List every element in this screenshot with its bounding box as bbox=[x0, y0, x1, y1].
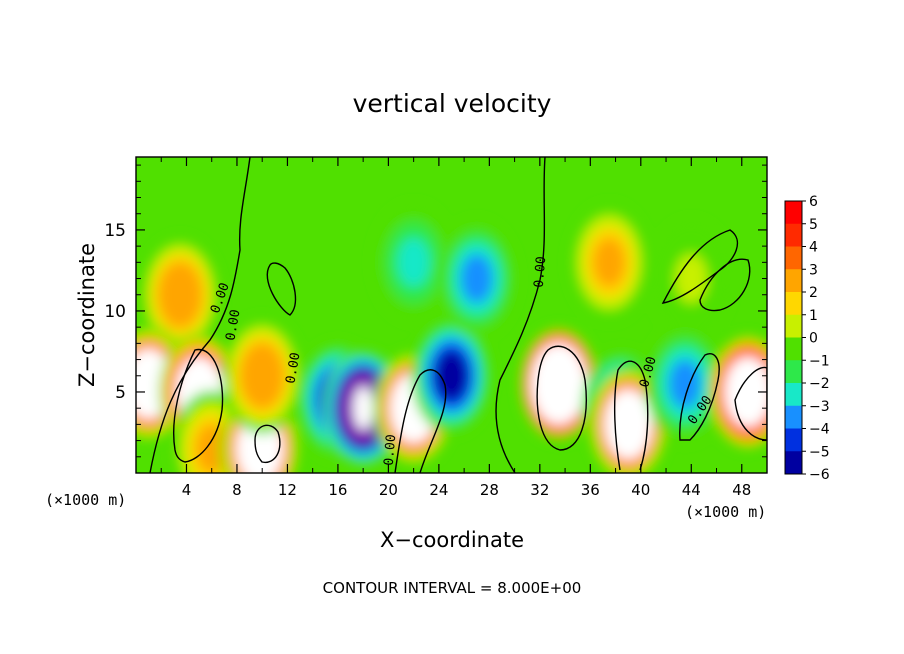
velocity-field: 0.000.000.000.000.000.000.00 bbox=[136, 157, 767, 473]
contour-label: 0.00 bbox=[283, 351, 303, 384]
field-blob bbox=[164, 270, 197, 320]
zero-contour-line bbox=[734, 366, 767, 441]
colorbar-label: −2 bbox=[809, 376, 830, 392]
colorbar-segment bbox=[785, 292, 802, 316]
x-tick-label: 48 bbox=[732, 481, 751, 499]
field-blob bbox=[397, 237, 430, 287]
zero-contour-line bbox=[266, 262, 297, 316]
y-tick-label: 15 bbox=[104, 221, 126, 241]
colorbar-segment bbox=[785, 337, 802, 361]
zero-contour-line bbox=[679, 353, 720, 441]
colorbar-label: −4 bbox=[809, 422, 830, 438]
field-blob bbox=[668, 359, 701, 409]
y-axis-label: Z−coordinate bbox=[75, 243, 99, 387]
chart-title: vertical velocity bbox=[353, 89, 552, 118]
x-tick-label: 40 bbox=[631, 481, 650, 499]
colorbar-segment bbox=[785, 246, 802, 270]
colorbar-label: 4 bbox=[809, 240, 818, 256]
colorbar-label: 3 bbox=[809, 262, 818, 278]
x-axis-label: X−coordinate bbox=[380, 528, 524, 552]
x-tick-label: 44 bbox=[682, 481, 701, 499]
x-tick-label: 32 bbox=[530, 481, 549, 499]
field-core bbox=[548, 361, 569, 406]
x-tick-label: 16 bbox=[328, 481, 347, 499]
zero-contour-line bbox=[394, 369, 447, 473]
x-unit-right: (×1000 m) bbox=[685, 503, 766, 521]
colorbar-label: 1 bbox=[809, 308, 818, 324]
colorbar-segment bbox=[785, 451, 802, 475]
field-core bbox=[138, 361, 159, 406]
colorbar-segment bbox=[785, 201, 802, 225]
field-blob bbox=[593, 237, 626, 287]
x-tick-label: 28 bbox=[480, 481, 499, 499]
zero-contour-line bbox=[254, 424, 281, 464]
colorbar-label: 6 bbox=[809, 194, 818, 210]
contour-label: 0.00 bbox=[223, 308, 243, 341]
colorbar-segment bbox=[785, 223, 802, 247]
zero-contour-line bbox=[173, 348, 224, 463]
field-blob bbox=[435, 351, 468, 401]
colorbar-label: −1 bbox=[809, 353, 830, 369]
colorbar-segment bbox=[785, 314, 802, 338]
colorbar-segment bbox=[785, 383, 802, 407]
x-unit-left: (×1000 m) bbox=[45, 491, 126, 509]
field-core bbox=[353, 386, 374, 431]
y-tick-label: 5 bbox=[115, 383, 126, 403]
colorbar-segment bbox=[785, 428, 802, 452]
plot-frame bbox=[135, 156, 768, 474]
colorbar-segment bbox=[785, 269, 802, 293]
x-tick-label: 8 bbox=[232, 481, 242, 499]
colorbar-segment bbox=[785, 360, 802, 384]
x-tick-label: 36 bbox=[581, 481, 600, 499]
colorbar-label: −3 bbox=[809, 399, 830, 415]
zero-contour-line bbox=[613, 360, 649, 471]
contour-interval-note: CONTOUR INTERVAL = 8.000E+00 bbox=[323, 579, 582, 597]
colorbar-label: 2 bbox=[809, 285, 818, 301]
contour-label: 0.00 bbox=[382, 434, 400, 467]
field-blob bbox=[675, 254, 708, 303]
field-blob bbox=[195, 424, 228, 473]
x-tick-label: 12 bbox=[278, 481, 297, 499]
contour-label: 0.00 bbox=[532, 256, 550, 289]
zero-contour-line bbox=[495, 157, 546, 473]
colorbar: 6 5 4 3 2 1 0 −1 −2 −3 −4 −5 −6 bbox=[784, 194, 830, 483]
zero-contour-line bbox=[699, 258, 751, 312]
colorbar-label: −6 bbox=[809, 467, 830, 483]
x-tick-label: 24 bbox=[429, 481, 448, 499]
colorbar-segment bbox=[785, 405, 802, 429]
x-tick-label: 4 bbox=[182, 481, 192, 499]
zero-contour-line bbox=[661, 229, 739, 304]
y-tick-label: 10 bbox=[104, 302, 126, 322]
zero-contour-line bbox=[536, 345, 587, 451]
field-core bbox=[738, 369, 759, 414]
colorbar-label: 5 bbox=[809, 217, 818, 233]
field-core bbox=[618, 402, 639, 447]
field-blob bbox=[246, 351, 279, 401]
colorbar-label: −5 bbox=[809, 444, 830, 460]
field-blob bbox=[460, 254, 493, 303]
colorbar-label: 0 bbox=[809, 331, 818, 347]
zero-contour-line bbox=[149, 157, 251, 473]
x-tick-label: 20 bbox=[379, 481, 398, 499]
